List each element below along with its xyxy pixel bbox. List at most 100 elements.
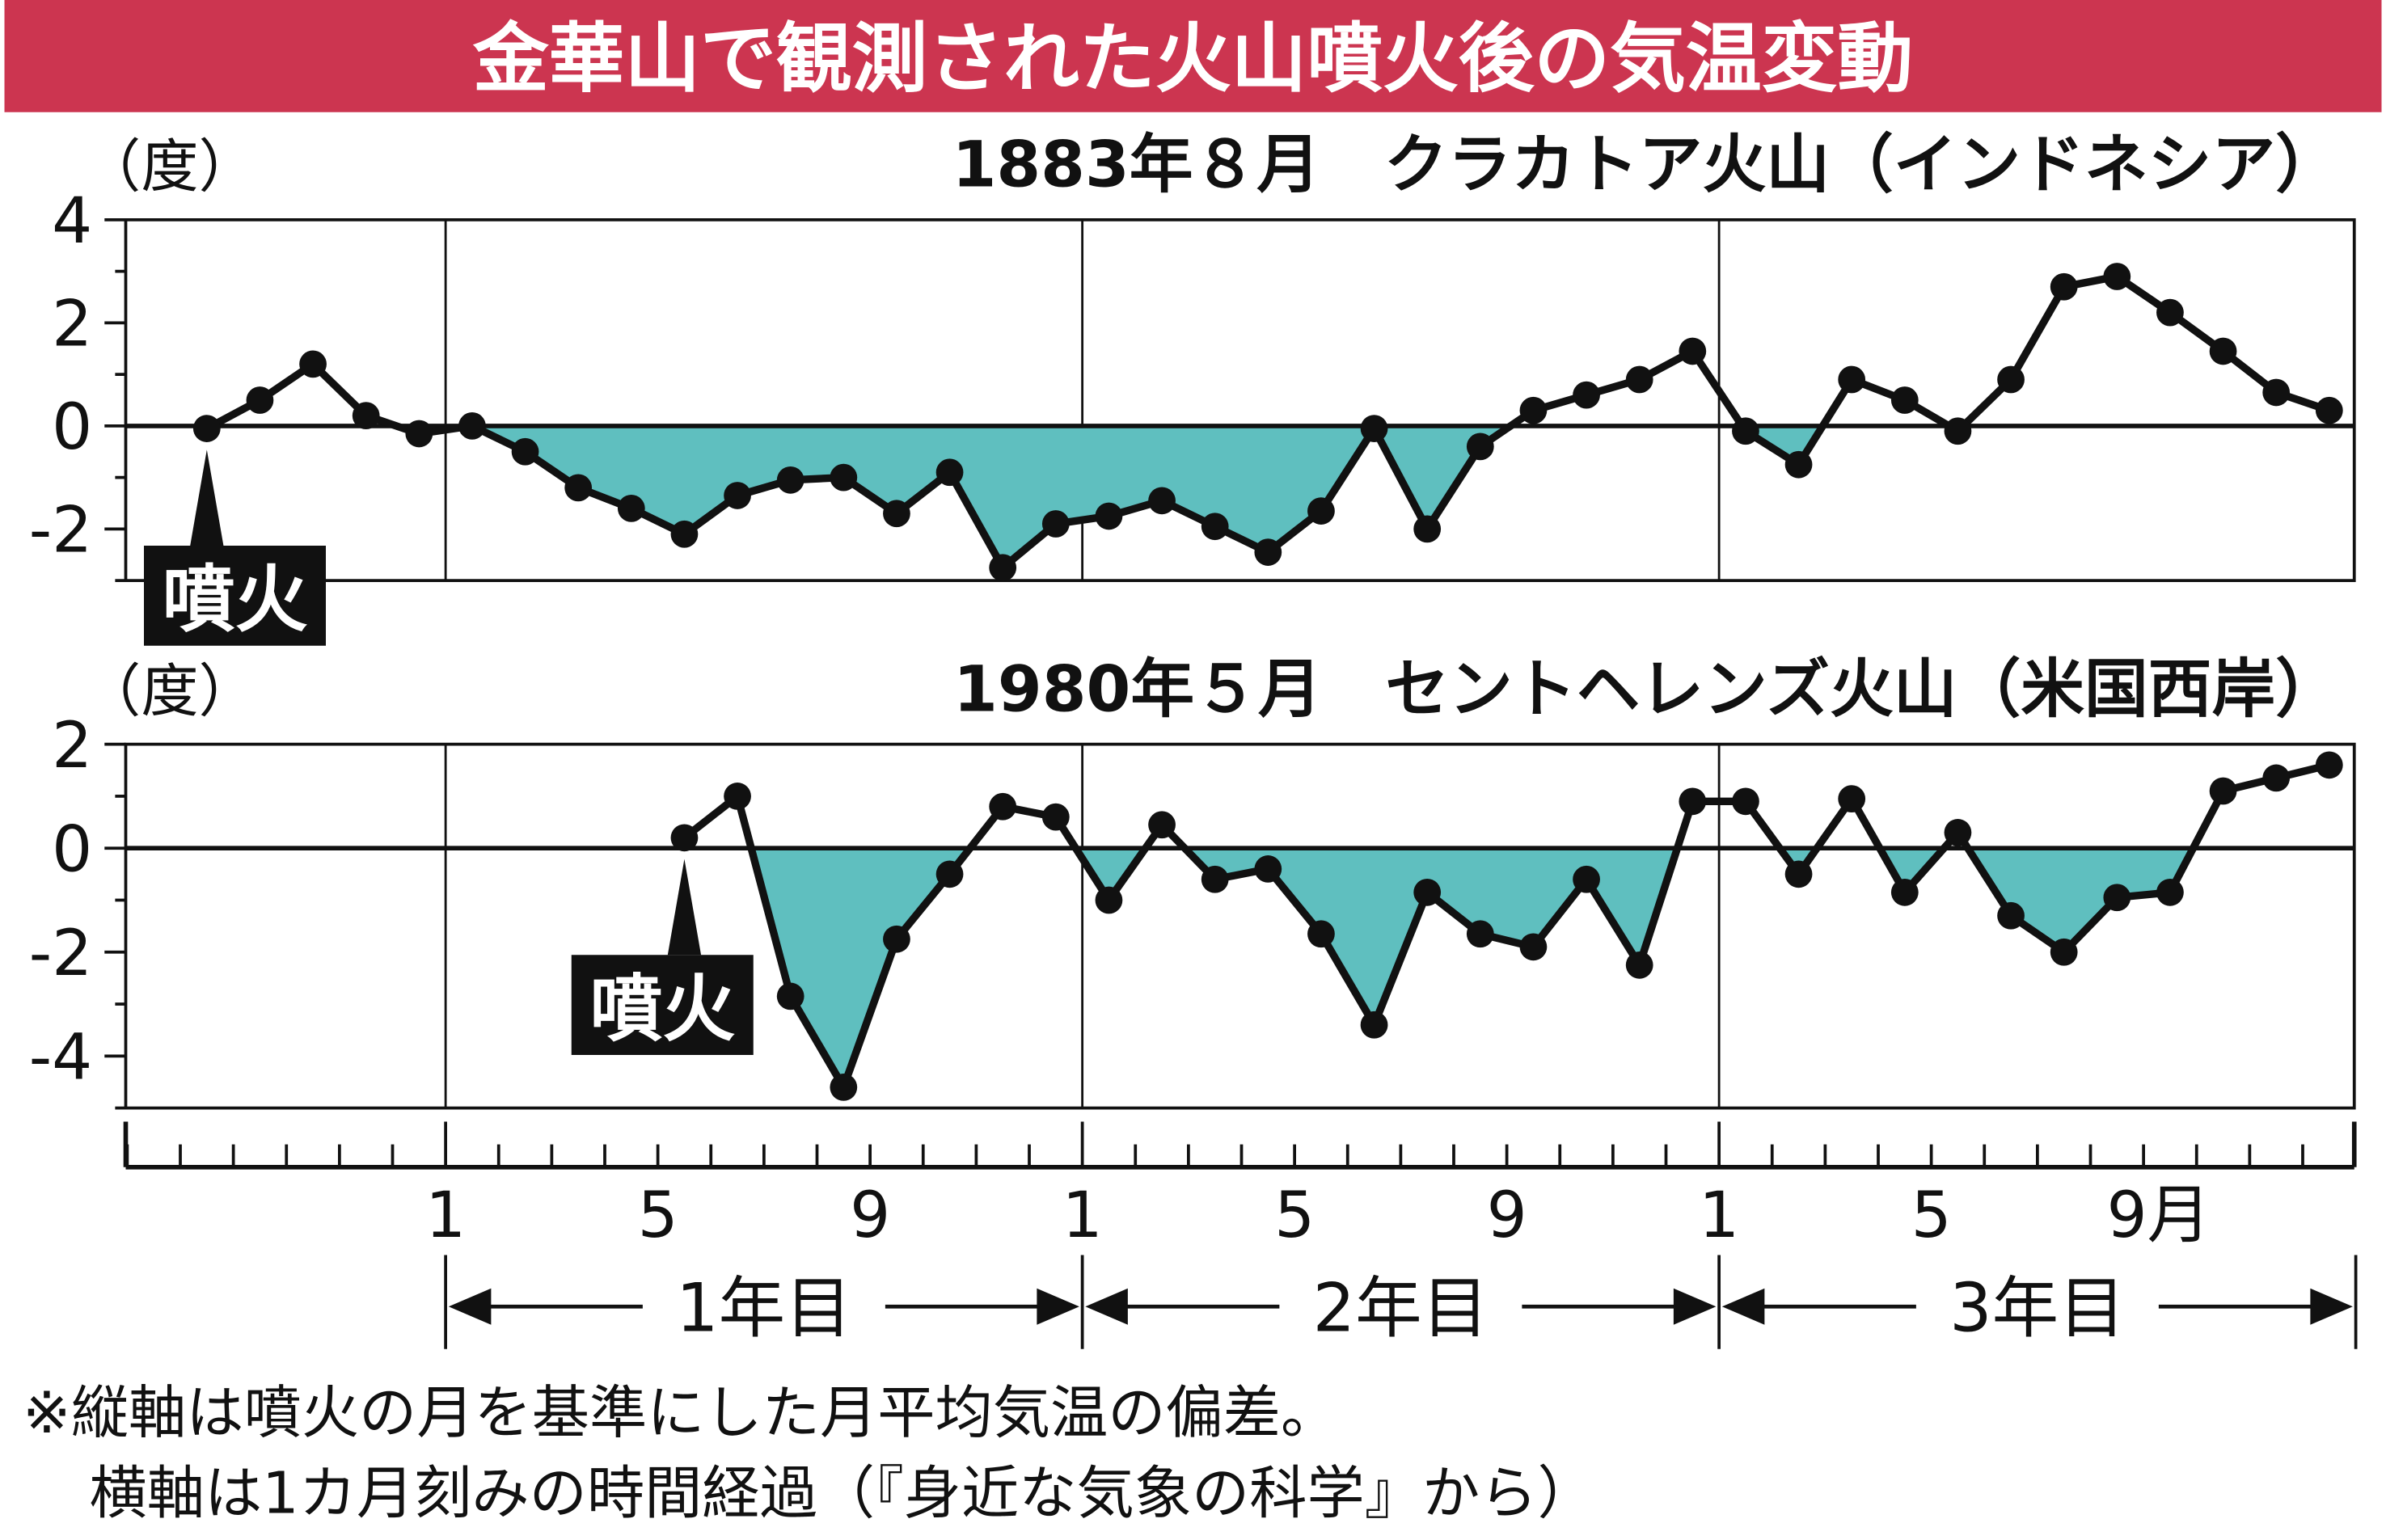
data-point xyxy=(617,495,645,522)
data-point xyxy=(1041,803,1070,831)
y-tick-label: -2 xyxy=(29,916,93,990)
y-tick-label: 4 xyxy=(52,184,92,258)
eruption-badge xyxy=(144,546,326,646)
data-point xyxy=(1413,515,1442,543)
data-point xyxy=(1095,502,1123,530)
data-point xyxy=(1679,787,1707,816)
y-tick-label: 0 xyxy=(52,390,92,464)
eruption-label: 噴火 xyxy=(163,558,308,643)
data-point xyxy=(2050,272,2078,301)
data-point xyxy=(458,412,486,440)
data-point xyxy=(405,420,433,448)
x-tick-label: 1 xyxy=(1062,1178,1103,1252)
year-label: 3年目 xyxy=(1949,1269,2126,1347)
data-point xyxy=(776,466,804,494)
title-bar xyxy=(4,0,2382,112)
data-point xyxy=(1307,920,1335,948)
y-tick-label: 2 xyxy=(52,287,92,361)
data-point xyxy=(1466,920,1494,948)
data-point xyxy=(1413,878,1442,906)
x-tick-label: 5 xyxy=(1911,1178,1952,1252)
arrow-right-icon xyxy=(1037,1288,1079,1325)
y-tick-label: 2 xyxy=(52,708,92,783)
eruption-arrow xyxy=(667,859,702,956)
data-point xyxy=(2050,938,2078,966)
data-point xyxy=(935,860,964,888)
data-point xyxy=(1838,785,1866,812)
year-label: 2年目 xyxy=(1313,1269,1489,1347)
x-tick-label: 1 xyxy=(1699,1178,1739,1252)
y-tick-label: -4 xyxy=(29,1019,93,1094)
data-point xyxy=(724,783,751,810)
data-point xyxy=(2262,764,2291,792)
data-point xyxy=(1095,886,1123,914)
y-tick-label: 0 xyxy=(52,812,92,886)
data-point xyxy=(1360,1010,1388,1039)
eruption-label: 噴火 xyxy=(589,967,735,1052)
data-point xyxy=(2315,751,2343,779)
chart-panel-1: 4 2 0 -2 （度） 1883年８月 クラカトア火山（インドネシア） 噴火 xyxy=(29,128,2356,646)
data-point xyxy=(2262,378,2291,407)
chart-title: 1883年８月 クラカトア火山（インドネシア） xyxy=(952,128,2339,202)
data-point xyxy=(1148,811,1176,839)
data-point xyxy=(1573,381,1600,409)
y-unit-label: （度） xyxy=(83,133,256,200)
data-point xyxy=(1679,337,1707,365)
data-point xyxy=(935,458,964,487)
data-point xyxy=(511,437,539,466)
data-point xyxy=(192,415,221,442)
data-point xyxy=(883,925,910,953)
data-point xyxy=(1519,396,1548,424)
data-point xyxy=(776,982,804,1010)
data-point xyxy=(1784,860,1813,888)
data-point xyxy=(564,474,593,502)
eruption-arrow xyxy=(190,449,224,546)
arrow-right-icon xyxy=(1673,1288,1717,1325)
data-point xyxy=(883,500,910,528)
data-point xyxy=(2103,884,2131,912)
data-point xyxy=(1944,417,1972,445)
data-point xyxy=(1732,417,1759,445)
data-point xyxy=(299,350,327,378)
x-tick-label: 1 xyxy=(425,1178,466,1252)
data-point xyxy=(1890,386,1919,414)
arrow-right-icon xyxy=(2310,1288,2353,1325)
plot-frame xyxy=(124,742,2356,1110)
data-point xyxy=(246,386,274,414)
year-label: 1年目 xyxy=(676,1269,852,1347)
data-point xyxy=(2315,396,2343,424)
arrow-left-icon xyxy=(448,1288,492,1325)
data-point xyxy=(1519,933,1548,961)
chart-title: 1980年５月 セントヘレンズ火山（米国西岸） xyxy=(953,652,2339,726)
chart-panel-2: 2 0 -2 -4 （度） 1980年５月 セントヘレンズ火山（米国西岸） 噴火 xyxy=(29,652,2356,1110)
data-point xyxy=(1625,365,1653,394)
data-point xyxy=(830,463,858,492)
data-point xyxy=(1838,365,1866,394)
x-tick-label: 9 xyxy=(1487,1178,1527,1252)
data-point xyxy=(1997,901,2025,930)
data-point xyxy=(352,402,380,429)
data-point xyxy=(2209,337,2237,365)
data-point xyxy=(1890,878,1919,906)
eruption-badge xyxy=(571,955,754,1055)
y-tick-label: -2 xyxy=(29,493,93,567)
data-point xyxy=(1732,787,1759,816)
data-point xyxy=(1254,855,1282,883)
data-point xyxy=(1784,450,1813,479)
data-point xyxy=(989,792,1017,821)
data-point xyxy=(724,482,751,509)
x-tick-label: 5 xyxy=(1274,1178,1315,1252)
x-tick-label: 9 xyxy=(850,1178,890,1252)
arrow-left-icon xyxy=(1721,1288,1765,1325)
data-point xyxy=(1466,432,1494,461)
data-point xyxy=(1307,497,1335,525)
data-point xyxy=(1625,951,1653,979)
data-point xyxy=(2209,777,2237,805)
data-point xyxy=(1944,819,1972,846)
data-point xyxy=(2103,263,2131,290)
x-tick-label: 9月 xyxy=(2106,1178,2211,1252)
data-point xyxy=(1360,415,1388,442)
data-point xyxy=(670,824,699,852)
data-point xyxy=(670,520,699,548)
data-point xyxy=(1041,510,1070,538)
